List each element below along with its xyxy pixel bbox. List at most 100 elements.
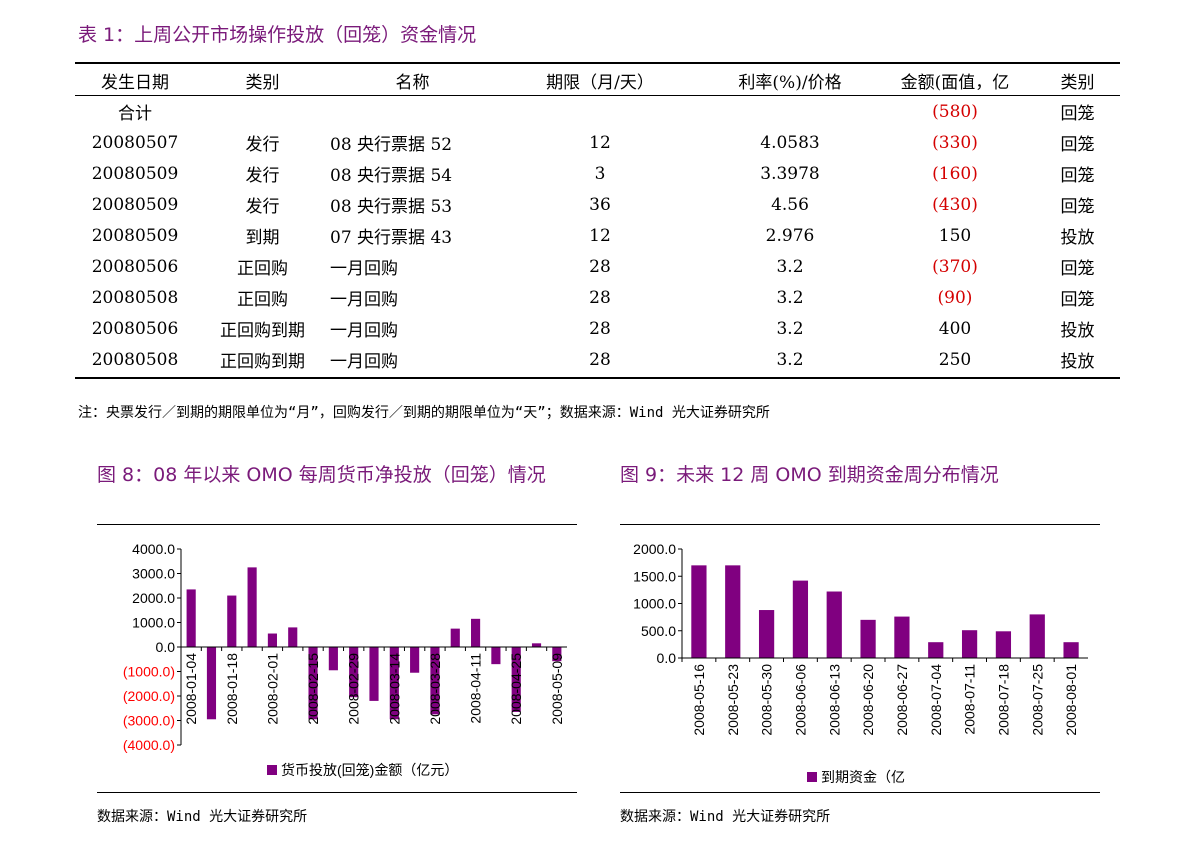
table-cell-category <box>195 96 330 127</box>
table-cell-category: 正回购到期 <box>220 321 305 341</box>
x-tick-label: 2008-02-29 <box>346 653 362 725</box>
bar <box>186 589 196 647</box>
table-cell-rate: 3.2 <box>776 349 804 370</box>
bar <box>227 595 237 647</box>
table-row: 20080509 发行 08 央行票据 54 3 3.3978 (160) 回笼 <box>75 158 1120 189</box>
bar <box>430 647 440 715</box>
table-cell-term: 12 <box>589 225 611 246</box>
bar <box>1029 614 1045 658</box>
table-cell-term <box>495 96 705 127</box>
table-cell-name: 一月回购 <box>330 290 398 310</box>
x-tick-label: 2008-02-15 <box>305 653 321 725</box>
header-rate: 利率(%)/价格 <box>738 72 842 93</box>
table-cell-term: 28 <box>589 287 611 308</box>
table-cell-date: 20080509 <box>91 163 179 184</box>
x-tick-label: 2008-01-18 <box>224 653 240 725</box>
chart-9-maturity-distribution: 2000.0 1500.0 1000.0 500.0 0.0 2008-05-16 2008… <box>633 541 1088 785</box>
chart-8-top-rule <box>97 524 577 525</box>
table-cell-amount: (160) <box>932 163 978 184</box>
y-tick-label: (4000.0) <box>123 737 175 753</box>
table-cell-date: 20080508 <box>91 349 179 370</box>
table-cell-rate: 3.2 <box>776 318 804 339</box>
bar <box>531 643 542 647</box>
bar <box>758 610 775 658</box>
table-cell-rate: 3.3978 <box>760 163 820 184</box>
legend-label: 到期资金（亿 <box>821 769 905 785</box>
x-tick-label: 2008-03-28 <box>427 653 443 725</box>
table-cell-date: 20080509 <box>91 194 179 215</box>
table-cell-date: 20080508 <box>91 287 179 308</box>
bar <box>826 591 842 658</box>
table-cell-rate: 4.56 <box>771 194 809 215</box>
table-cell-name: 08 央行票据 53 <box>330 197 453 217</box>
table-cell-term: 12 <box>589 132 611 153</box>
chart-9-title: 图 9：未来 12 周 OMO 到期资金周分布情况 <box>620 464 999 486</box>
bar <box>328 647 338 671</box>
table-cell-name: 一月回购 <box>330 321 398 341</box>
x-tick-label: 2008-07-04 <box>928 664 944 736</box>
y-tick-label: 3000.0 <box>132 566 175 582</box>
table-row: 20080506 正回购 一月回购 28 3.2 (370) 回笼 <box>75 251 1120 282</box>
table-note: 注：央票发行／到期的期限单位为“月”，回购发行／到期的期限单位为“天”；数据来源… <box>78 405 770 421</box>
table-cell-date: 20080506 <box>91 318 179 339</box>
table-cell-rate: 3.2 <box>776 256 804 277</box>
table-row: 20080506 正回购到期 一月回购 28 3.2 400 投放 <box>75 313 1120 344</box>
table-cell-category: 正回购 <box>237 259 288 279</box>
table-row: 20080508 正回购 一月回购 28 3.2 (90) 回笼 <box>75 282 1120 313</box>
x-tick-label: 2008-07-18 <box>995 664 1011 736</box>
bar <box>247 567 257 647</box>
bar <box>725 565 741 658</box>
bar <box>1063 642 1079 658</box>
bar <box>349 647 359 698</box>
y-tick-label: 500.0 <box>641 623 676 639</box>
bar <box>928 642 944 658</box>
x-tick-label: 2008-04-25 <box>508 653 524 725</box>
table-cell-category: 发行 <box>245 197 280 217</box>
x-tick-label: 2008-06-20 <box>860 664 876 736</box>
bar <box>691 565 707 658</box>
table-cell-date: 20080507 <box>91 132 179 153</box>
y-tick-label: 0.0 <box>156 639 176 655</box>
table-cell-rate: 2.976 <box>765 225 815 246</box>
table-row: 合计 (580) 回笼 <box>75 96 1120 127</box>
legend-label: 货币投放(回笼)金额（亿元） <box>281 762 458 778</box>
bar <box>491 647 501 665</box>
bar <box>792 580 809 658</box>
y-tick-label: 1000.0 <box>132 615 175 631</box>
bar <box>267 633 277 647</box>
table-cell-date: 20080509 <box>91 225 179 246</box>
table-cell-term: 28 <box>589 349 611 370</box>
table-cell-term: 28 <box>589 318 611 339</box>
x-tick-label: 2008-02-01 <box>264 653 280 725</box>
table-cell-name: 08 央行票据 54 <box>330 166 453 186</box>
table-header-rule <box>75 95 1120 96</box>
x-tick-label: 2008-05-30 <box>759 664 775 736</box>
table-cell-type: 投放 <box>1060 228 1095 248</box>
table-cell-amount: 250 <box>938 349 972 370</box>
table-cell-type: 回笼 <box>1060 259 1095 279</box>
table-cell-category: 到期 <box>245 228 280 248</box>
x-tick-label: 2008-08-01 <box>1063 664 1079 736</box>
table-cell-type: 回笼 <box>1060 135 1095 155</box>
bar <box>308 647 318 720</box>
table-cell-type: 回笼 <box>1060 104 1095 124</box>
table-cell-rate: 3.2 <box>776 287 804 308</box>
legend-swatch <box>807 772 817 782</box>
header-category: 类别 <box>245 72 280 93</box>
table-row: 20080507 发行 08 央行票据 52 12 4.0583 (330) 回笼 <box>75 127 1120 158</box>
table-cell-amount: (580) <box>932 101 978 122</box>
x-tick-label: 2008-06-13 <box>826 664 842 736</box>
bar <box>961 630 978 658</box>
omo-operations-table: 发生日期 类别 名称 期限（月/天） 利率(%)/价格 金额(面值，亿 类别 合… <box>75 64 1120 375</box>
bar <box>389 647 399 720</box>
table-cell-date: 20080506 <box>91 256 179 277</box>
y-tick-label: 1500.0 <box>633 568 676 584</box>
table-cell-name <box>330 96 495 127</box>
bar <box>552 647 562 662</box>
table-cell-date: 合计 <box>118 104 152 124</box>
x-tick-label: 2008-05-23 <box>725 664 741 736</box>
table-cell-category: 正回购到期 <box>220 352 305 372</box>
table-bottom-rule <box>75 377 1120 379</box>
y-tick-label: 4000.0 <box>132 541 175 557</box>
table-cell-name: 一月回购 <box>330 352 398 372</box>
